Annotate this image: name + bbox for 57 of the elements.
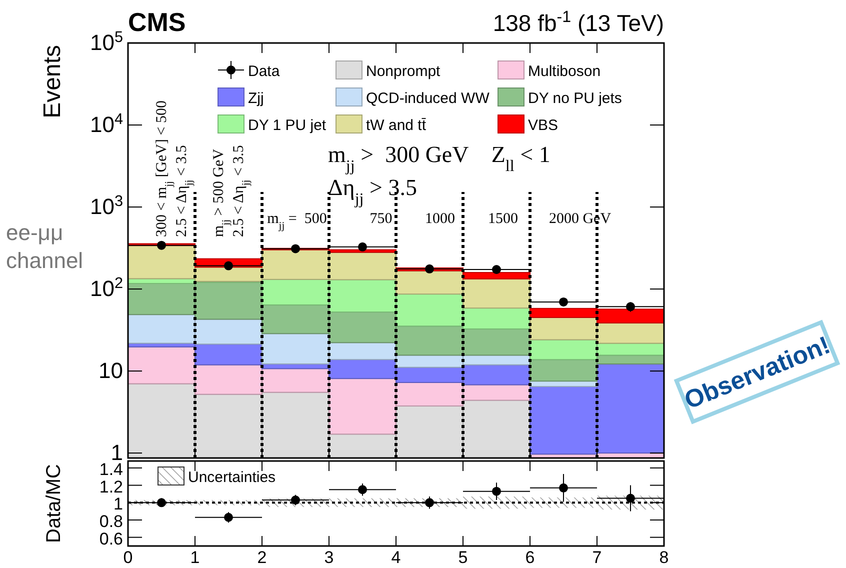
point — [224, 512, 233, 522]
y-axis-title: Events — [39, 45, 66, 118]
point — [358, 242, 367, 252]
chart-subtitle: 138 fb$^{-1}$ (13 TeV) — [492, 8, 664, 36]
x-tick-label: 2 — [257, 548, 267, 567]
x-tick-label: 6 — [525, 548, 535, 567]
x-tick-label: 3 — [324, 548, 334, 567]
x-tick-label: 5 — [458, 548, 468, 567]
point — [626, 494, 635, 503]
x-tick-label: 8 — [659, 548, 669, 567]
legend-label: Uncertainties — [188, 469, 276, 486]
y-tick-label: 1 — [114, 494, 123, 514]
y-tick-label: 0.6 — [99, 529, 123, 548]
legend-label: QCD-induced WW — [366, 90, 490, 107]
y-tick-label: 1.4 — [99, 460, 123, 479]
point — [157, 240, 166, 250]
y-tick-label: 10$^{3}$ — [90, 192, 123, 220]
legend-label: Data — [248, 63, 280, 80]
annotation: m$_{jj}$ > 300 GeV Z$_{ll}$ < 1 — [328, 142, 550, 174]
y-tick-label: 0.8 — [99, 512, 123, 531]
bar — [462, 272, 530, 280]
point — [559, 483, 568, 492]
y-tick-label: 10$^{2}$ — [90, 274, 123, 302]
annotation: m$_{jj}$ = 500 — [267, 211, 327, 232]
point — [291, 496, 300, 505]
legend-label: Zjj — [248, 90, 264, 107]
legend-label: VBS — [528, 117, 558, 134]
legend-label: tW and tt̄ — [366, 117, 427, 134]
text: ee-μμ channel — [6, 220, 84, 273]
y-tick-label: 1.2 — [99, 477, 123, 496]
legend-label: Multiboson — [528, 63, 601, 80]
y-tick-label: 10$^{5}$ — [90, 28, 123, 55]
chart-title: CMS — [128, 7, 186, 37]
x-tick-label: 4 — [391, 548, 401, 567]
y-axis-title: Data/MC — [43, 464, 65, 543]
x-tick-label: 1 — [190, 548, 200, 567]
x-tick-label: 0 — [123, 548, 133, 567]
point — [559, 297, 568, 306]
point — [224, 261, 233, 270]
legend-label: DY no PU jets — [528, 90, 622, 107]
point — [492, 265, 501, 274]
annotation: 1000 — [425, 211, 455, 227]
y-tick-label: 10$^{4}$ — [90, 110, 124, 138]
point — [626, 302, 635, 312]
point — [425, 498, 434, 508]
point — [358, 485, 367, 494]
point — [492, 486, 501, 496]
point — [157, 498, 166, 508]
annotation: Δη$_{jj}$ > 3.5 — [328, 175, 418, 208]
point — [291, 244, 300, 254]
annotation: 750 — [370, 211, 392, 227]
y-tick-label: 10 — [98, 358, 123, 384]
legend-label: DY 1 PU jet — [248, 117, 327, 134]
point — [425, 264, 434, 274]
legend-label: Nonprompt — [366, 63, 442, 80]
x-tick-label: 7 — [592, 548, 602, 567]
annotation: 1500 — [488, 211, 518, 227]
